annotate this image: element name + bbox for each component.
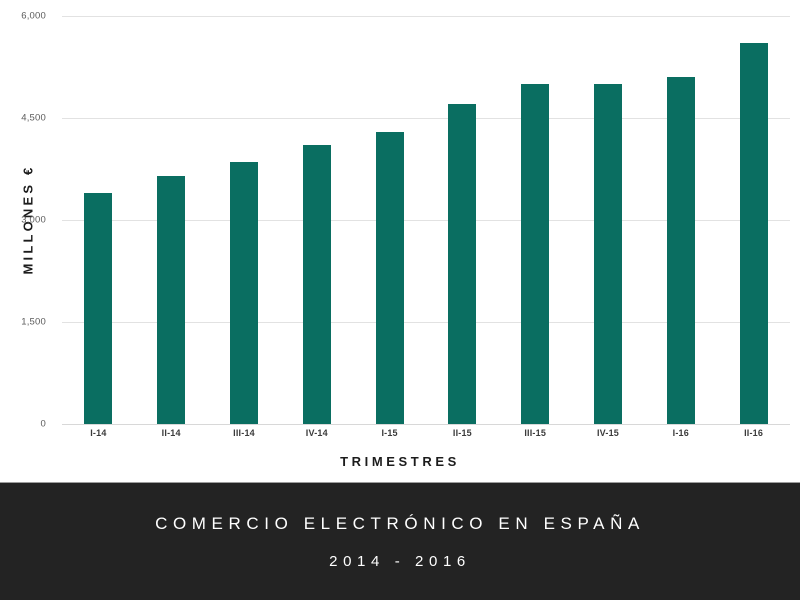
y-axis-tick-label: 6,000 [21,10,46,22]
bar-slot [280,16,353,424]
gridline [62,16,790,17]
x-axis-tick-label: II-15 [452,428,472,438]
bar[interactable] [302,145,331,424]
gridline [62,322,790,323]
x-axis-tick-label: II-16 [744,428,764,438]
y-axis-tick-label: 0 [40,418,46,430]
bar-slot [717,16,790,424]
bar[interactable] [375,131,404,424]
bar-slot [499,16,572,424]
y-axis-tick-label: 1,500 [21,316,46,328]
x-axis-title: TRIMESTRES [340,454,460,469]
bar-slot [572,16,645,424]
x-axis-tick-label: IV-14 [305,428,328,438]
bar[interactable] [666,77,695,424]
x-axis-tick-label: II-14 [161,428,181,438]
x-axis-tick-label: III-14 [233,428,255,438]
x-axis-tick-label: I-16 [672,428,689,438]
x-axis-tick-label: I-14 [90,428,107,438]
chart-panel: MILLONES € 0 1,500 3,000 4,500 6,000 I-14 II-… [20,10,790,469]
y-axis-tick-label: 3,000 [21,214,46,226]
bar[interactable] [521,84,550,424]
bar[interactable] [739,43,768,424]
bar-slot [353,16,426,424]
gridline [62,424,790,425]
bar[interactable] [593,84,622,424]
bar-slot [208,16,281,424]
bar[interactable] [84,192,113,424]
bar-slot [644,16,717,424]
x-axis-tick-label: III-15 [524,428,547,438]
footer-band: COMERCIO ELECTRÓNICO EN ESPAÑA 2014 - 20… [0,482,800,600]
bar[interactable] [157,175,186,424]
bar[interactable] [448,104,477,424]
y-axis-tick-label: 4,500 [21,112,46,124]
bar-series [62,16,790,424]
bar-slot [135,16,208,424]
bar-slot [62,16,135,424]
chart-subtitle: 2014 - 2016 [329,553,471,570]
bar[interactable] [229,162,258,424]
gridline [62,220,790,221]
plot-area: 0 1,500 3,000 4,500 6,000 I-14 II-14 III-14 IV-… [21,11,790,438]
gridline [62,118,790,119]
x-axis-tick-label: I-15 [381,428,398,438]
bar-slot [426,16,499,424]
x-axis-tick-label: IV-15 [596,428,619,438]
chart-title: COMERCIO ELECTRÓNICO EN ESPAÑA [155,514,645,533]
